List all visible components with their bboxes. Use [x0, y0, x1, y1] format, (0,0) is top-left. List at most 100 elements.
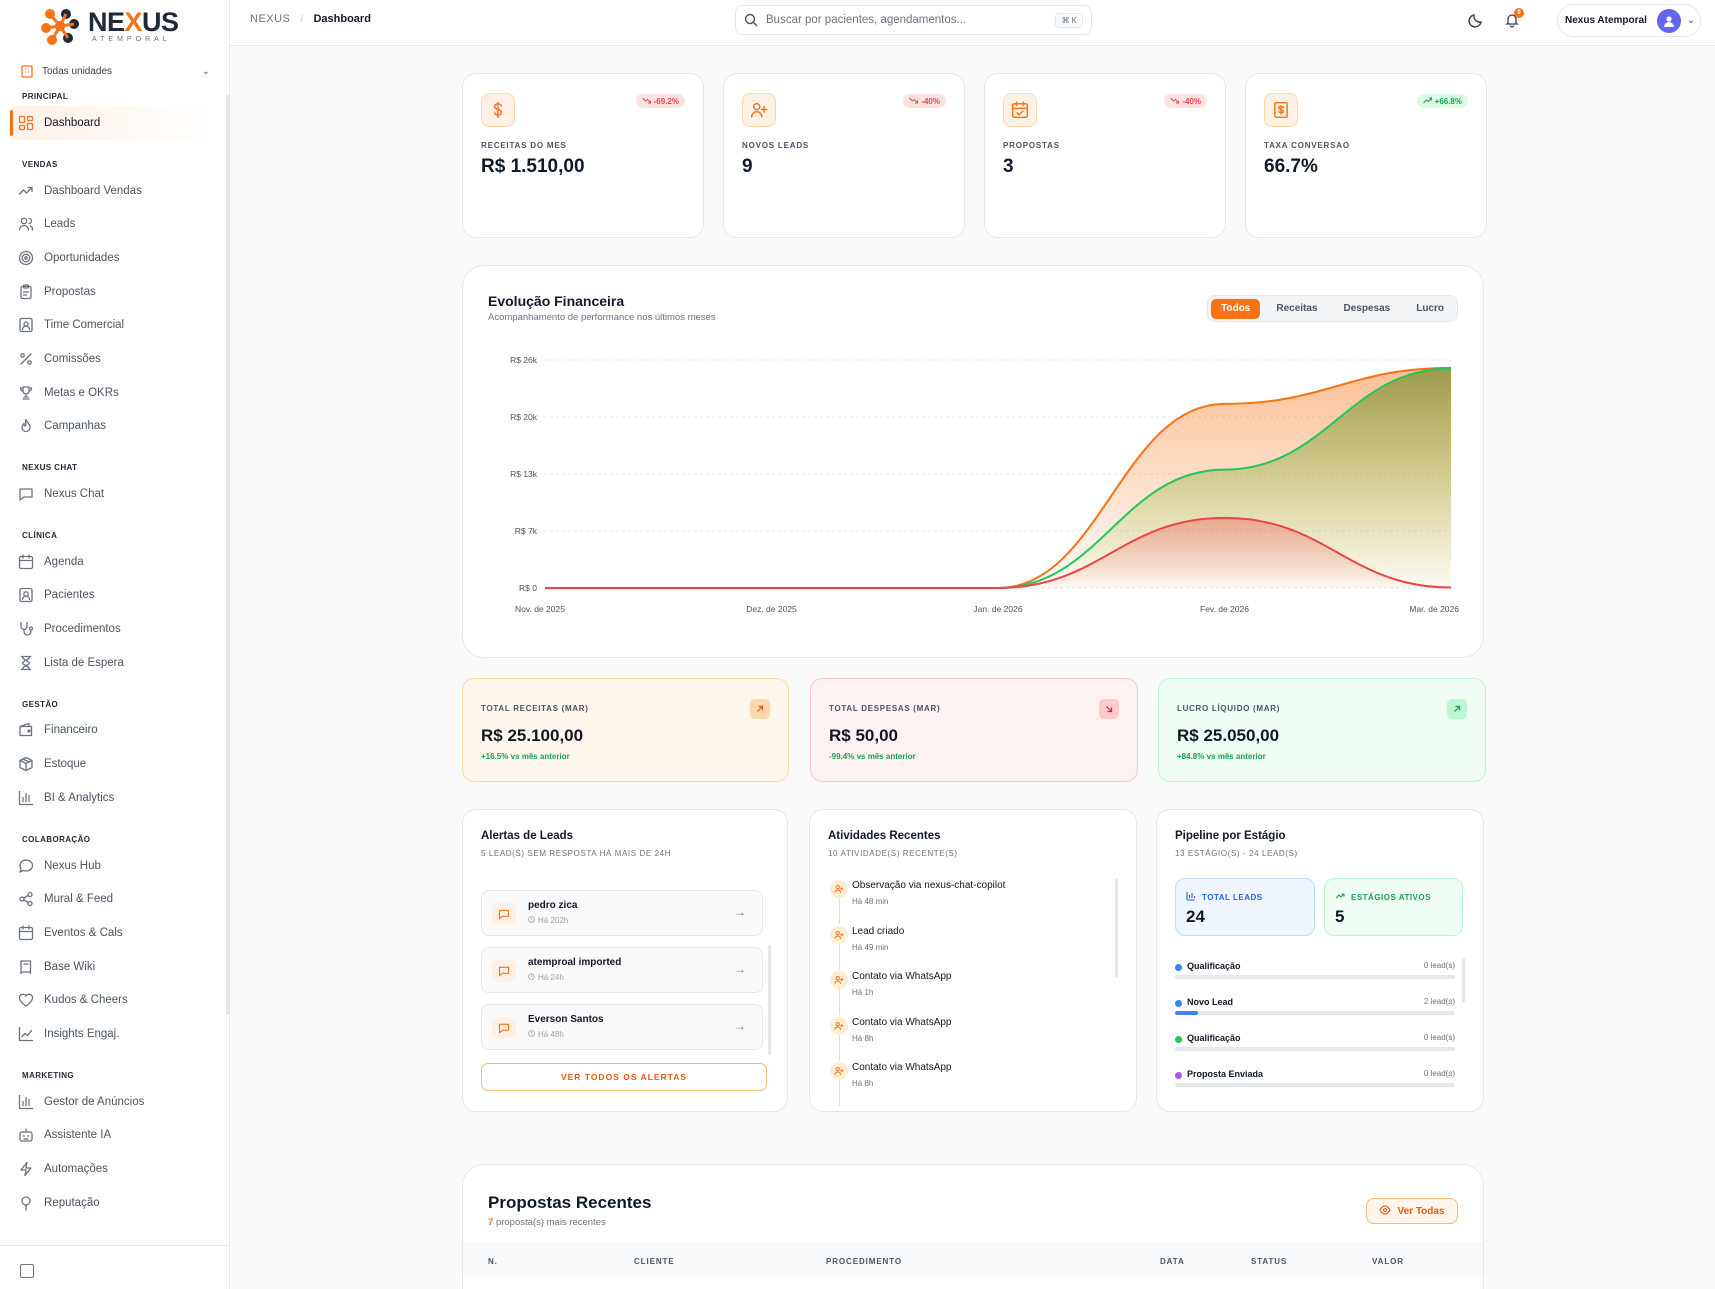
- global-search[interactable]: ⌘ K: [735, 5, 1092, 35]
- sidebar-item-eventos-cals[interactable]: Eventos & Cals: [10, 916, 216, 950]
- pipeline-card: Pipeline por Estágio 13 ESTÁGIO(S) - 24 …: [1156, 809, 1484, 1112]
- kpi-card[interactable]: +66.8% TAXA CONVERSAO 66.7%: [1245, 73, 1487, 238]
- breadcrumb-root[interactable]: NEXUS: [250, 13, 291, 25]
- line-chart-icon: [18, 1026, 34, 1042]
- pipeline-stage-row[interactable]: Novo Lead 2 lead(s): [1175, 995, 1455, 1019]
- total-card[interactable]: TOTAL RECEITAS (MAR) R$ 25.100,00 +16.5% v…: [462, 678, 789, 782]
- pipeline-stage-row[interactable]: Proposta Enviada 0 lead(s): [1175, 1067, 1455, 1091]
- lead-alert-item[interactable]: pedro zica Há 202h →: [481, 890, 763, 936]
- kpi-delta-badge: -40%: [1164, 94, 1207, 108]
- sidebar-item-campanhas[interactable]: Campanhas: [10, 410, 216, 444]
- sidebar-item-agenda[interactable]: Agenda: [10, 545, 216, 579]
- sidebar-item-propostas[interactable]: Propostas: [10, 275, 216, 309]
- activity-item[interactable]: Contato via WhatsApp Há 1h: [830, 971, 1090, 1015]
- filter-lucro[interactable]: Lucro: [1416, 302, 1444, 314]
- lead-time: Há 48h: [528, 1030, 564, 1039]
- pipeline-stage-row[interactable]: Qualificação 0 lead(s): [1175, 1031, 1455, 1055]
- sidebar-scrollbar[interactable]: [226, 95, 229, 1015]
- sidebar-item-base-wiki[interactable]: Base Wiki: [10, 950, 216, 984]
- column-header[interactable]: PROCEDIMENTO: [826, 1257, 902, 1266]
- filter-despesas[interactable]: Despesas: [1343, 302, 1391, 314]
- activity-item[interactable]: Contato via WhatsApp Há 8h: [830, 1016, 1090, 1061]
- pipeline-scrollbar[interactable]: [1462, 958, 1465, 1003]
- x-tick-label: Mar. de 2026: [1409, 604, 1459, 614]
- lead-alert-item[interactable]: Everson Santos Há 48h →: [481, 1004, 763, 1050]
- column-header[interactable]: N.: [488, 1257, 498, 1266]
- sidebar-item-dashboard-vendas[interactable]: Dashboard Vendas: [10, 174, 216, 208]
- lead-list-scrollbar[interactable]: [768, 945, 771, 1055]
- nav-section-title: CLÍNICA: [22, 530, 58, 540]
- sidebar-item-financeiro[interactable]: Financeiro: [10, 714, 216, 748]
- activities-scrollbar[interactable]: [1115, 878, 1118, 978]
- total-card[interactable]: LUCRO LÍQUIDO (MAR) R$ 25.050,00 +84.8% vs…: [1158, 678, 1486, 782]
- unit-selector[interactable]: Todas unidades ⌄: [20, 60, 210, 82]
- sidebar-item-procedimentos[interactable]: Procedimentos: [10, 612, 216, 646]
- bell-icon[interactable]: 9: [1503, 8, 1524, 29]
- column-header[interactable]: VALOR: [1372, 1257, 1404, 1266]
- column-header[interactable]: CLIENTE: [634, 1257, 675, 1266]
- sidebar-item-gestor-de-anuncios[interactable]: Gestor de Anúncios: [10, 1085, 216, 1119]
- filter-todos[interactable]: Todos: [1211, 298, 1261, 319]
- kpi-card[interactable]: -40% PROPOSTAS 3: [984, 73, 1226, 238]
- column-header[interactable]: STATUS: [1251, 1257, 1288, 1266]
- user-menu[interactable]: Nexus Atemporal ⌄: [1557, 4, 1701, 37]
- nav-section-title: GESTÃO: [22, 699, 59, 709]
- total-leads-label: TOTAL LEADS: [1202, 892, 1263, 902]
- arrow-right-icon[interactable]: →: [734, 905, 746, 919]
- sidebar-item-comissoes[interactable]: Comissões: [10, 342, 216, 376]
- sidebar-item-time-comercial[interactable]: Time Comercial: [10, 308, 216, 342]
- hourglass-icon: [18, 655, 34, 671]
- column-header[interactable]: DATA: [1160, 1257, 1185, 1266]
- view-all-alerts-button[interactable]: VER TODOS OS ALERTAS: [481, 1063, 767, 1091]
- activity-item[interactable]: Lead criado Há 49 min: [830, 925, 1090, 970]
- sidebar-item-kudos-cheers[interactable]: Kudos & Cheers: [10, 983, 216, 1017]
- total-value: R$ 50,00: [829, 726, 898, 745]
- kpi-card[interactable]: -40% NOVOS LEADS 9: [723, 73, 965, 238]
- calendar-check-icon: [1003, 93, 1037, 127]
- sidebar-item-automacoes[interactable]: Automações: [10, 1152, 216, 1186]
- sidebar-item-oportunidades[interactable]: Oportunidades: [10, 241, 216, 275]
- moon-icon[interactable]: [1467, 11, 1485, 29]
- sidebar-item-nexus-chat[interactable]: Nexus Chat: [10, 477, 216, 511]
- view-all-proposals-button[interactable]: Ver Todas: [1366, 1198, 1458, 1224]
- sidebar-item-reputacao[interactable]: Reputação: [10, 1186, 216, 1220]
- pipeline-stage-row[interactable]: Qualificação 0 lead(s): [1175, 959, 1455, 983]
- sidebar-item-pacientes[interactable]: Pacientes: [10, 579, 216, 613]
- sidebar-item-dashboard[interactable]: Dashboard: [10, 106, 216, 140]
- target-icon: [18, 250, 34, 266]
- arrow-right-icon[interactable]: →: [734, 962, 746, 976]
- sidebar-item-nexus-hub[interactable]: Nexus Hub: [10, 849, 216, 883]
- sidebar-item-lista-de-espera[interactable]: Lista de Espera: [10, 646, 216, 680]
- sidebar-item-metas-e-okrs[interactable]: Metas e OKRs: [10, 376, 216, 410]
- kpi-card[interactable]: -69.2% RECEITAS DO MES R$ 1.510,00: [462, 73, 704, 238]
- activity-item[interactable]: Observação via nexus-chat-copilot Há 48 m…: [830, 880, 1090, 924]
- search-input[interactable]: [766, 14, 1056, 26]
- sidebar-item-label: Campanhas: [44, 420, 107, 433]
- activity-item[interactable]: Contato via WhatsApp Há 8h: [830, 1062, 1090, 1106]
- sidebar-item-leads[interactable]: Leads: [10, 207, 216, 241]
- sidebar-item-estoque[interactable]: Estoque: [10, 747, 216, 781]
- stage-color-dot: [1175, 964, 1182, 971]
- stage-progress-bar: [1175, 975, 1455, 979]
- active-stages-value: 5: [1335, 907, 1345, 926]
- pipeline-title: Pipeline por Estágio: [1175, 830, 1286, 842]
- sidebar-item-assistente-ia[interactable]: Assistente IA: [10, 1119, 216, 1153]
- sidebar-item-bi-analytics[interactable]: BI & Analytics: [10, 781, 216, 815]
- timeline-connector: [838, 1034, 840, 1061]
- sidebar-item-mural-feed[interactable]: Mural & Feed: [10, 882, 216, 916]
- series-line[interactable]: [545, 516, 1452, 589]
- brand-logo[interactable]: NEXUS ATEMPORAL: [40, 6, 179, 46]
- sidebar-item-insights-engaj[interactable]: Insights Engaj.: [10, 1017, 216, 1051]
- sidebar-collapse-icon[interactable]: [20, 1264, 34, 1278]
- filter-receitas[interactable]: Receitas: [1276, 302, 1318, 314]
- arrow-right-icon[interactable]: →: [734, 1019, 746, 1033]
- proposals-count: 7: [488, 1217, 494, 1228]
- sidebar-item-label: Lista de Espera: [44, 656, 124, 669]
- users-icon: [18, 216, 34, 232]
- financial-evolution-chart: R$ 0 R$ 7k R$ 13k R$ 20k R$ 26k Nov. de 2025 D…: [510, 355, 1459, 614]
- flame-icon: [18, 418, 34, 434]
- total-leads-stat: TOTAL LEADS 24: [1175, 878, 1315, 936]
- lead-alert-item[interactable]: atemproal imported Há 24h →: [481, 947, 763, 993]
- sidebar-item-label: Nexus Hub: [44, 859, 101, 872]
- total-card[interactable]: TOTAL DESPESAS (MAR) R$ 50,00 -99.4% vs mê…: [810, 678, 1138, 782]
